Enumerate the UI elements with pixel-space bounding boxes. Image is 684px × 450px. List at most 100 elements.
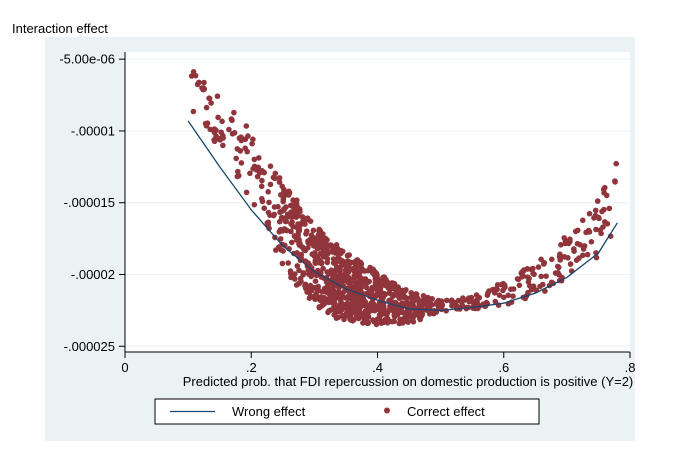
scatter-point <box>557 251 563 257</box>
scatter-point <box>203 123 210 129</box>
scatter-point <box>344 309 350 316</box>
scatter-point <box>261 169 268 176</box>
scatter-point <box>388 297 394 303</box>
scatter-point <box>220 142 226 149</box>
scatter-point <box>219 118 225 125</box>
scatter-point <box>261 205 268 211</box>
scatter-point <box>350 295 357 301</box>
scatter-point <box>443 297 450 304</box>
scatter-point <box>555 263 561 270</box>
scatter-point <box>574 240 581 247</box>
scatter-point <box>395 292 401 299</box>
scatter-point <box>603 192 610 199</box>
axis-layer: -5.00e-06 -.00001 -.000015 -.00002 -.000025 0… <box>59 52 635 375</box>
legend-dot-swatch <box>384 407 390 414</box>
scatter-point <box>429 301 435 308</box>
scatter-point <box>292 276 298 282</box>
scatter-point <box>279 260 286 267</box>
scatter-point <box>313 291 319 298</box>
scatter-point <box>329 249 336 255</box>
scatter-point <box>324 269 331 275</box>
scatter-point <box>294 263 301 269</box>
scatter-point <box>333 308 340 314</box>
scatter-point <box>231 109 237 116</box>
scatter-point <box>448 297 455 304</box>
scatter-point <box>332 274 338 281</box>
legend-label-correct-effect: Correct effect <box>407 404 485 419</box>
scatter-point <box>351 267 358 274</box>
scatter-point <box>245 133 251 139</box>
scatter-point <box>571 248 577 254</box>
scatter-point <box>573 257 580 264</box>
scatter-point <box>307 218 314 224</box>
scatter-point <box>588 239 595 245</box>
scatter-point <box>368 307 375 314</box>
scatter-point <box>599 208 605 215</box>
scatter-point <box>510 286 517 292</box>
scatter-point <box>598 230 604 237</box>
scatter-point <box>379 319 386 325</box>
scatter-point <box>281 206 287 212</box>
scatter-point <box>291 271 297 278</box>
y-tick-label: -.000025 <box>64 339 115 354</box>
scatter-point <box>549 256 555 263</box>
scatter-point <box>505 292 512 299</box>
scatter-point <box>500 287 506 294</box>
scatter-point <box>528 286 535 293</box>
scatter-point <box>291 233 298 239</box>
legend-label-wrong-effect: Wrong effect <box>232 404 306 419</box>
scatter-point <box>433 301 440 307</box>
scatter-point <box>207 126 213 133</box>
scatter-point <box>228 116 235 122</box>
scatter-point <box>327 242 334 248</box>
scatter-point <box>215 114 221 121</box>
scatter-point <box>264 220 271 226</box>
scatter-point <box>303 231 309 237</box>
scatter-point <box>378 280 384 286</box>
scatter-point <box>395 285 401 291</box>
scatter-point <box>401 318 408 325</box>
scatter-point <box>438 298 445 304</box>
scatter-point <box>387 306 393 313</box>
scatter-point <box>382 310 388 316</box>
scatter-point <box>315 267 321 274</box>
scatter-point <box>489 286 496 293</box>
x-tick-label: 0 <box>121 360 128 375</box>
scatter-point <box>389 280 396 286</box>
scatter-point <box>385 285 392 291</box>
scatter-point <box>233 155 239 162</box>
scatter-point <box>201 79 207 86</box>
scatter-point <box>242 145 248 151</box>
scatter-point <box>332 268 338 274</box>
scatter-point <box>333 259 340 265</box>
scatter-point <box>312 260 319 266</box>
scatter-point <box>357 265 363 272</box>
scatter-point <box>238 160 245 166</box>
y-tick-label: -5.00e-06 <box>59 52 115 67</box>
scatter-point <box>414 311 420 318</box>
scatter-point <box>251 156 258 163</box>
scatter-point <box>516 282 523 289</box>
scatter-point <box>530 265 536 272</box>
scatter-point <box>344 252 351 259</box>
scatter-point <box>410 319 417 325</box>
scatter-point <box>567 236 573 242</box>
scatter-point <box>362 308 369 314</box>
series-line-wrong-effect <box>187 120 618 312</box>
scatter-point <box>346 259 352 266</box>
scatter-point <box>291 250 297 257</box>
scatter-point <box>466 298 473 305</box>
scatter-point <box>188 73 195 79</box>
scatter-point <box>595 214 602 221</box>
y-tick-label: -.00001 <box>71 123 115 138</box>
scatter-point <box>360 296 366 302</box>
scatter-point <box>515 276 522 283</box>
scatter-point <box>538 273 544 280</box>
x-tick-label: .6 <box>498 360 509 375</box>
scatter-point <box>594 198 601 204</box>
scatter-point <box>298 278 304 285</box>
scatter-point <box>341 304 347 311</box>
scatter-point <box>291 202 297 208</box>
scatter-point <box>293 282 300 288</box>
scatter-point <box>420 293 427 299</box>
